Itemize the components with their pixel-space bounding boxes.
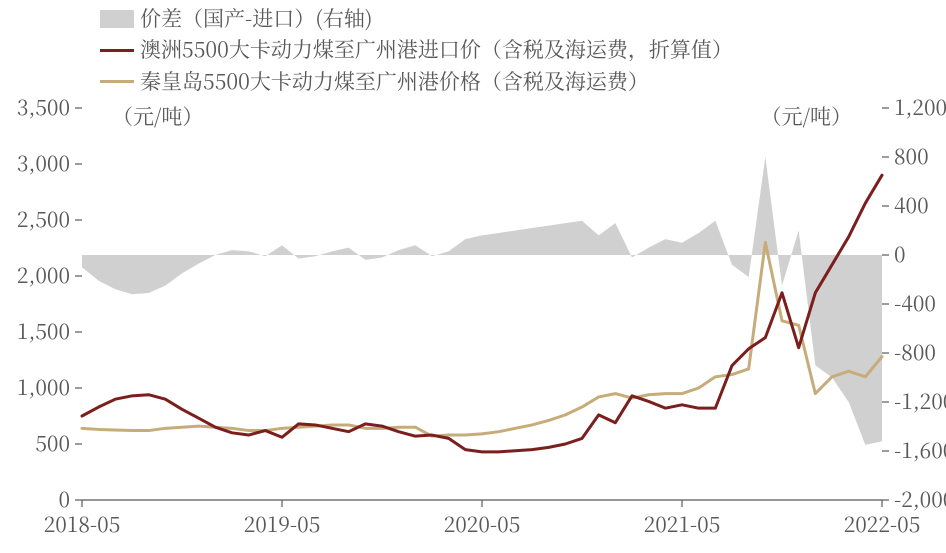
y-right-tick-label: -1,200 — [894, 386, 946, 416]
legend-swatch-line — [100, 80, 134, 83]
coal-price-chart: 价差（国产-进口）(右轴) 澳洲5500大卡动力煤至广州港进口价（含税及海运费，… — [0, 0, 946, 553]
y-right-tick-label: 400 — [894, 190, 929, 220]
y-right-tick-label: 800 — [894, 141, 929, 171]
x-tick-label: 2021-05 — [644, 509, 721, 539]
right-axis-unit: （元/吨） — [761, 101, 852, 131]
x-tick-label: 2020-05 — [444, 509, 521, 539]
x-tick-label: 2019-05 — [244, 509, 321, 539]
series-spread-area — [82, 157, 882, 445]
y-left-tick-label: 0 — [58, 484, 70, 514]
y-right-tick-label: 1,200 — [894, 92, 946, 122]
x-tick-label: 2018-05 — [44, 509, 121, 539]
y-left-tick-label: 1,500 — [17, 316, 70, 346]
y-right-tick-label: -400 — [894, 288, 936, 318]
legend-label: 价差（国产-进口）(右轴) — [140, 4, 373, 33]
left-axis-unit: （元/吨） — [112, 101, 203, 131]
legend-item-qhd: 秦皇岛5500大卡动力煤至广州港价格（含税及海运费） — [100, 67, 733, 96]
legend-label: 秦皇岛5500大卡动力煤至广州港价格（含税及海运费） — [140, 67, 649, 96]
y-left-tick-label: 2,000 — [17, 260, 70, 290]
y-left-tick-label: 1,000 — [17, 372, 70, 402]
legend-swatch-area — [100, 10, 134, 28]
legend-label: 澳洲5500大卡动力煤至广州港进口价（含税及海运费，折算值） — [140, 35, 733, 64]
y-left-tick-label: 3,500 — [17, 92, 70, 122]
legend-swatch-line — [100, 49, 134, 52]
y-right-tick-label: 0 — [894, 239, 906, 269]
y-right-tick-label: -1,600 — [894, 435, 946, 465]
legend: 价差（国产-进口）(右轴) 澳洲5500大卡动力煤至广州港进口价（含税及海运费，… — [100, 4, 733, 98]
y-left-tick-label: 2,500 — [17, 204, 70, 234]
y-left-tick-label: 500 — [35, 428, 70, 458]
legend-item-spread: 价差（国产-进口）(右轴) — [100, 4, 733, 33]
y-right-tick-label: -2,000 — [894, 484, 946, 514]
y-right-tick-label: -800 — [894, 337, 936, 367]
legend-item-aus: 澳洲5500大卡动力煤至广州港进口价（含税及海运费，折算值） — [100, 35, 733, 64]
y-left-tick-label: 3,000 — [17, 148, 70, 178]
